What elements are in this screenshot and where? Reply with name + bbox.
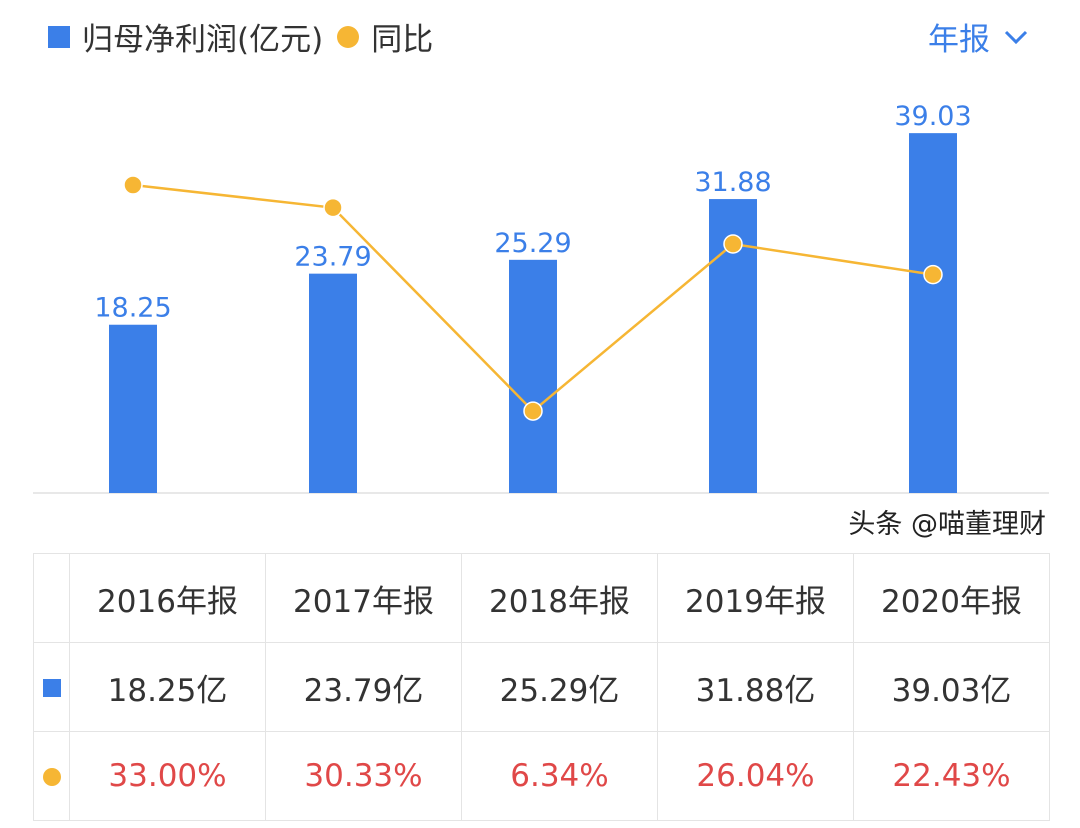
table-cell: 33.00% [69, 731, 266, 821]
line-marker [42, 768, 61, 786]
table-cell: 25.29亿 [461, 642, 658, 732]
bar-value-label: 18.25 [94, 293, 171, 324]
line-legend-label: 同比 [371, 22, 434, 58]
bar [909, 133, 957, 493]
table-cell: 30.33% [265, 731, 462, 821]
bar-value-label: 23.79 [294, 242, 371, 273]
yoy-point [123, 175, 143, 195]
table-header-row: 2016年报 2017年报 2018年报 2019年报 2020年报 [33, 553, 1050, 643]
watermark: 头条 @喵董理财 [848, 509, 1046, 540]
table-row-profit: 18.25亿 23.79亿 25.29亿 31.88亿 39.03亿 [33, 642, 1050, 732]
table-cell: 23.79亿 [265, 642, 462, 732]
table-cell: 2018年报 [461, 553, 658, 643]
bar-legend-label: 归母净利润(亿元) [82, 22, 324, 58]
table-cell: 22.43% [853, 731, 1050, 821]
period-select[interactable]: 年报 [928, 14, 1028, 59]
table-cell: 2020年报 [853, 553, 1050, 643]
bar-marker [42, 679, 61, 697]
data-table: 2016年报 2017年报 2018年报 2019年报 2020年报 18.25亿 23.… [33, 553, 1050, 821]
chevron-down-icon [1004, 30, 1028, 44]
table-row-yoy: 33.00% 30.33% 6.34% 26.04% 22.43% [33, 731, 1050, 821]
yoy-point [923, 264, 943, 285]
yoy-point [723, 234, 743, 254]
bar [309, 273, 357, 493]
table-cell: 6.34% [461, 731, 658, 821]
yoy-point [523, 401, 543, 421]
bar-value-label: 25.29 [494, 228, 571, 259]
table-cell: 2017年报 [265, 553, 462, 643]
bar [109, 324, 157, 493]
bar [509, 259, 557, 493]
legend: 归母净利润(亿元) 同比 [48, 14, 433, 59]
bar-value-label: 39.03 [894, 101, 971, 132]
chart: 18.25 23.79 25.29 31.88 39.03 [33, 101, 1049, 494]
table-cell: 26.04% [657, 731, 854, 821]
table-cell: 2019年报 [657, 553, 854, 643]
table-cell: 2016年报 [69, 553, 266, 643]
yoy-point [323, 197, 343, 218]
bar-value-label: 31.88 [694, 167, 771, 198]
table-cell: 31.88亿 [657, 642, 854, 732]
period-value: 年报 [928, 22, 990, 58]
bar-legend-swatch [48, 25, 70, 48]
table-cell: 18.25亿 [69, 642, 266, 732]
line-legend-swatch [337, 25, 360, 48]
table-cell: 39.03亿 [853, 642, 1050, 732]
